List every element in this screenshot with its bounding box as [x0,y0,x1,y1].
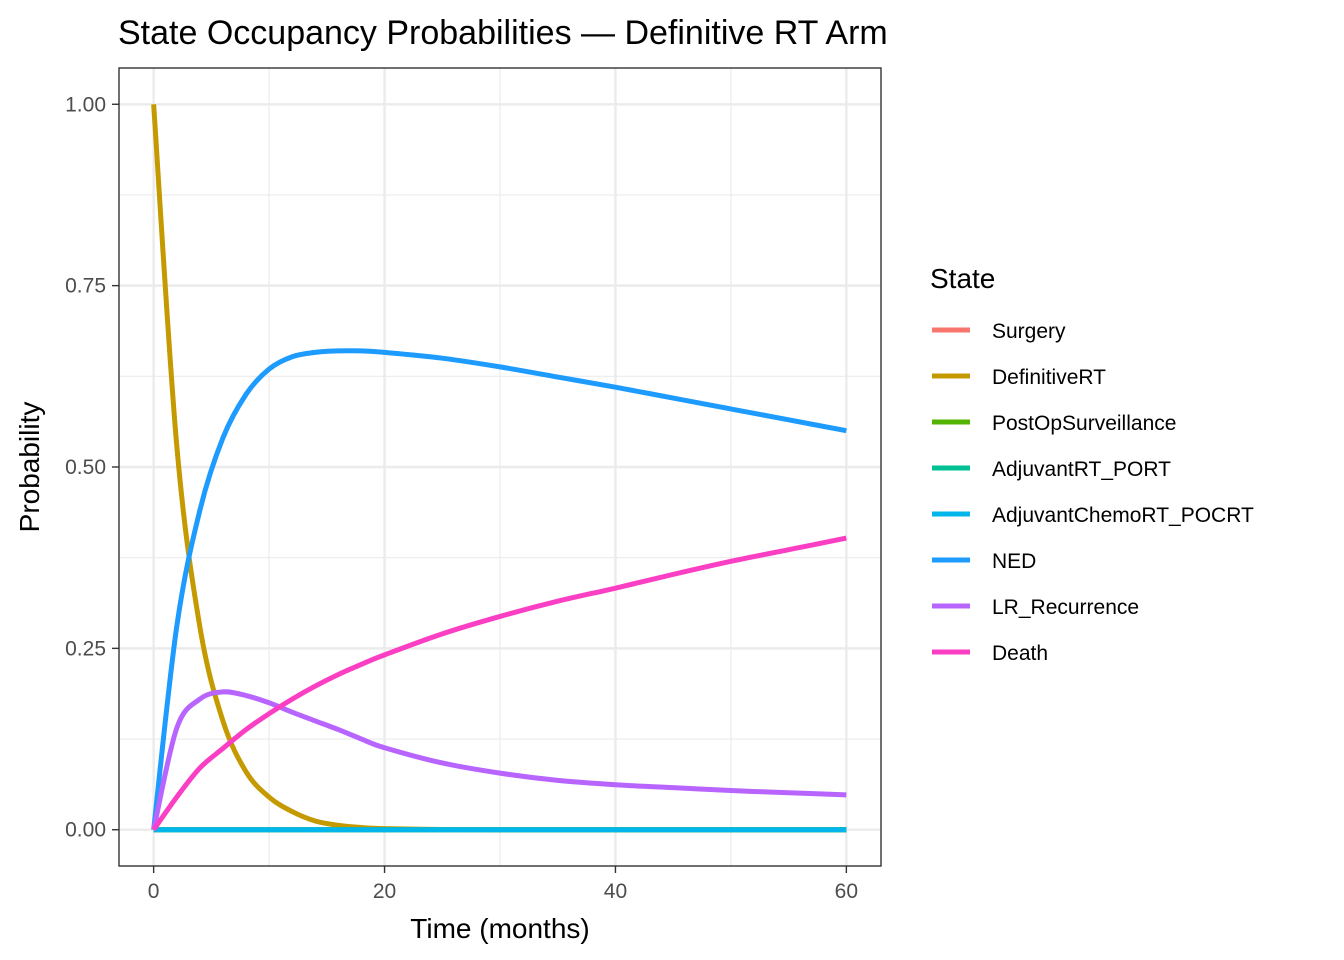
legend-title: State [930,263,995,294]
series-line-ned [151,348,847,831]
y-tick-label: 1.00 [65,93,106,116]
series-lines [151,104,847,833]
legend-label-lr-recurrence: LR_Recurrence [992,596,1139,619]
y-tick-label: 0.00 [65,819,106,842]
legend-label-postopsurveillance: PostOpSurveillance [992,412,1176,435]
x-tick-label: 40 [604,880,627,903]
legend-label-definitivert: DefinitiveRT [992,366,1106,389]
x-tick-label: 20 [373,880,396,903]
x-axis-title: Time (months) [410,913,589,944]
x-tick-label: 60 [835,880,858,903]
y-tick-label: 0.75 [65,275,106,298]
legend-label-surgery: Surgery [992,320,1066,343]
x-tick-label: 0 [148,880,160,903]
plot-panel [118,67,882,867]
x-axis: 0 20 40 60 [148,866,858,903]
y-tick-label: 0.25 [65,637,106,660]
legend-label-adjuvantrt-port: AdjuvantRT_PORT [992,458,1171,481]
legend-label-adjuvantchemort-pocrt: AdjuvantChemoRT_POCRT [992,504,1254,527]
legend: State Surgery DefinitiveRT PostOpSurveilla… [930,263,1254,665]
legend-label-ned: NED [992,550,1036,573]
chart-title: State Occupancy Probabilities — Definiti… [118,14,888,52]
series-line-lr-recurrence [151,689,847,831]
y-tick-label: 0.50 [65,456,106,479]
y-axis: 0.00 0.25 0.50 0.75 1.00 [65,93,119,842]
y-axis-title: Probability [14,402,45,533]
series-line-death [151,535,847,832]
legend-label-death: Death [992,642,1048,665]
